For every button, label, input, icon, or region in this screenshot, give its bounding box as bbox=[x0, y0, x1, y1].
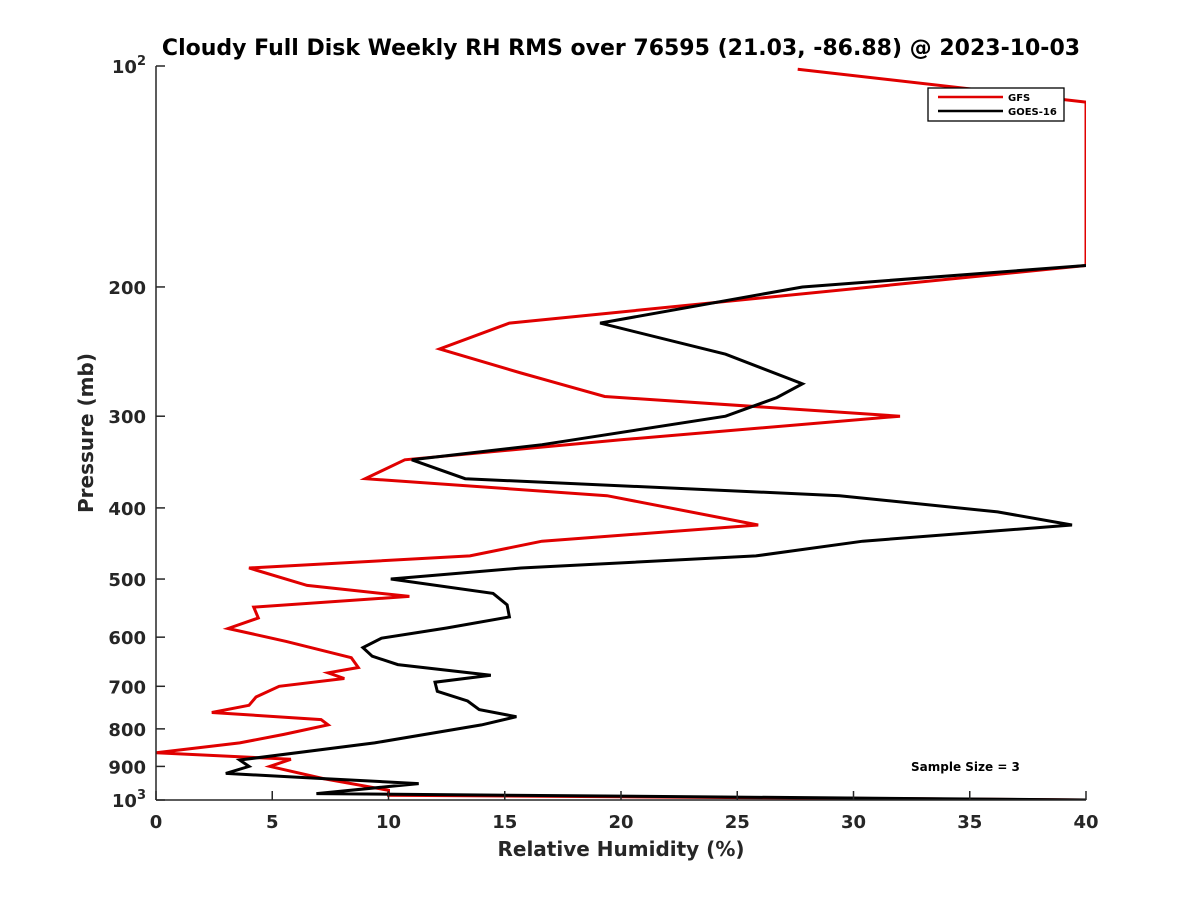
y-tick-label: 300 bbox=[108, 407, 146, 428]
x-tick-label: 15 bbox=[492, 812, 517, 833]
series-line-gfs bbox=[156, 67, 1086, 800]
series-line-goes-16 bbox=[225, 264, 1086, 800]
x-tick-label: 20 bbox=[608, 812, 633, 833]
legend-label-goes-16: GOES-16 bbox=[1008, 107, 1057, 118]
y-tick-label: 600 bbox=[108, 628, 146, 649]
x-axis-label: Relative Humidity (%) bbox=[497, 837, 744, 861]
x-tick-label: 35 bbox=[957, 812, 982, 833]
x-tick-label: 40 bbox=[1073, 812, 1098, 833]
y-axis-label: Pressure (mb) bbox=[74, 353, 98, 513]
chart-title: Cloudy Full Disk Weekly RH RMS over 7659… bbox=[162, 36, 1080, 61]
y-axis-ticks: 200 300 400 500 600 700 800 900 102 103 bbox=[108, 54, 165, 812]
legend-label-gfs: GFS bbox=[1008, 93, 1030, 104]
y-tick-label-power: 102 bbox=[112, 54, 146, 78]
sample-size-annotation: Sample Size = 3 bbox=[911, 760, 1020, 774]
y-tick-label: 700 bbox=[108, 677, 146, 698]
x-tick-label: 30 bbox=[841, 812, 866, 833]
y-tick-label: 500 bbox=[108, 570, 146, 591]
x-tick-label: 25 bbox=[725, 812, 750, 833]
y-tick-label: 800 bbox=[108, 720, 146, 741]
y-tick-label-power: 103 bbox=[112, 788, 146, 812]
series-layer bbox=[156, 67, 1086, 800]
y-tick-label: 200 bbox=[108, 278, 146, 299]
legend: GFS GOES-16 bbox=[927, 87, 1065, 122]
y-tick-label: 400 bbox=[108, 499, 146, 520]
x-tick-label: 5 bbox=[266, 812, 279, 833]
y-tick-label: 900 bbox=[108, 757, 146, 778]
x-tick-label: 0 bbox=[150, 812, 163, 833]
x-axis-ticks: 0 5 10 15 20 25 30 35 40 bbox=[150, 791, 1099, 833]
x-tick-label: 10 bbox=[376, 812, 401, 833]
legend-box bbox=[927, 87, 1065, 122]
